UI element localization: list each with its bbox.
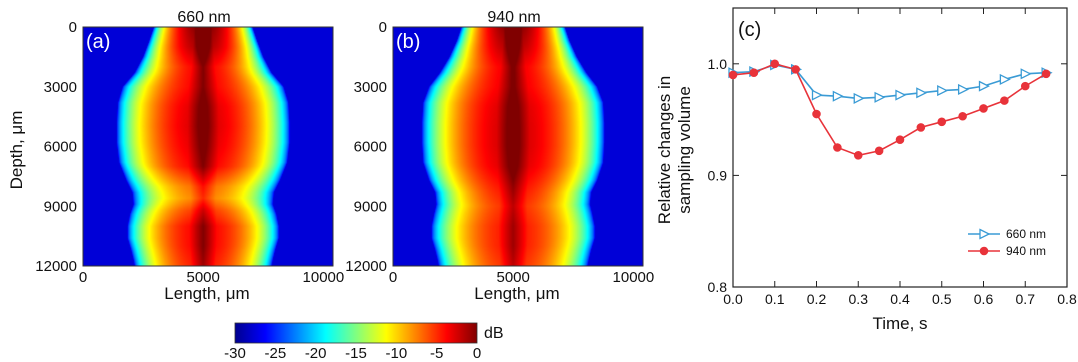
data-point [811,89,823,101]
data-point [874,91,886,103]
heatmap-a-canvas [83,27,333,266]
data-point [1020,68,1032,80]
colorbar-bar [234,322,478,344]
panel-b: 940 nm (b) 0 5000 10000030006000900012000 … [345,9,654,303]
colorbar-tick-label: -10 [385,345,407,362]
data-point [895,89,907,101]
x-tick-label: 0.3 [849,291,869,307]
y-tick-label: 9000 [44,198,77,215]
panel-b-xlabel: Length, μm [474,284,559,303]
panel-a: 660 nm (a) 0 5000 10000030006000900012000 … [7,9,344,303]
x-tick-label: 0.6 [974,291,994,307]
data-point [791,65,800,74]
y-tick-label: 12000 [35,258,77,275]
data-point [749,68,759,78]
panel-c-xlabel: Time, s [872,314,927,333]
panel-c-label: (c) [738,19,761,41]
data-point [958,111,967,121]
x-tick-label: 0.2 [807,291,827,307]
y-tick-label: 0.9 [708,167,728,183]
y-tick-label: 1.0 [708,56,728,72]
panel-a-title: 660 nm [177,9,230,26]
panel-a-xlabel: Length, μm [164,284,249,303]
x-tick-label: 0.4 [890,291,910,307]
panel-a-ylabel: Depth, μm [7,111,26,190]
legend-label: 940 nm [1006,244,1046,258]
x-tick-label: 10000 [303,269,345,286]
data-point [1041,69,1051,79]
colorbar-tick-label: 0 [473,345,481,362]
colorbar-tick-label: -15 [345,345,367,362]
colorbar: -30 -25 -20 -15 -10 -5 0 dB [224,322,504,362]
data-point [833,143,842,152]
x-tick-label: 5000 [187,269,220,286]
x-tick-label: 10000 [613,269,655,286]
heatmap-b-canvas [393,27,643,266]
data-point [916,123,926,132]
x-tick-label: 0.0 [723,291,743,307]
data-point [979,104,988,113]
panel-b-title: 940 nm [487,9,540,26]
panel-c-ylabel-line2: sampling volume [675,86,694,214]
x-tick-label: 0.8 [1057,291,1077,307]
y-tick-label: 0.8 [708,279,728,295]
data-point [957,83,970,96]
y-tick-label: 12000 [345,258,387,275]
data-point [853,151,863,160]
data-point [999,73,1011,85]
data-point [1020,81,1030,91]
data-point [853,92,865,104]
data-point [832,90,844,102]
heatmap-a-frame [82,26,334,267]
heatmap-b-ticks: 0 5000 10000 0 3000 6000 9000 12000 [345,19,654,286]
x-tick-label: 5000 [497,269,530,286]
x-tick-label: 0.5 [932,291,952,307]
data-point [1000,96,1009,105]
x-tick-label: 0.1 [765,291,785,307]
data-point [812,109,821,119]
colorbar-tick-label: -25 [264,345,286,362]
data-point [937,117,947,127]
y-tick-label: 0 [69,19,77,36]
plot-c-legend: 660 nm 940 nm [968,227,1046,258]
colorbar-tick-label: -30 [224,345,246,362]
y-tick-label: 3000 [44,79,77,96]
heatmap-a-ticks: 0 5000 10000 0 3000 6000 9000 12000 [35,19,344,286]
heatmap-b-image [393,27,643,266]
data-point [916,87,928,99]
legend-label: 660 nm [1006,227,1046,241]
data-point [874,146,884,156]
y-tick-label: 6000 [354,139,387,156]
legend-marker [979,246,989,256]
plot-c-axes: 0.0 0.1 0.2 0.3 0.4 0.5 0.6 0.7 0.8 0.8 0.9 1.0 [708,8,1077,307]
plot-c-series [728,59,1053,160]
data-point [978,80,990,92]
colorbar-tick-label: -20 [305,345,327,362]
plot-c-frame [732,7,1068,288]
y-tick-label: 0 [379,19,387,36]
x-tick-label: 0 [79,269,87,286]
y-tick-label: 6000 [44,139,77,156]
x-tick-label: 0 [389,269,397,286]
colorbar-tick-label: -5 [430,345,443,362]
heatmap-b-frame [392,26,644,267]
heatmap-a-image [83,27,333,266]
panel-b-label: (b) [396,31,420,53]
panel-c-ylabel-line1: Relative changes in [655,76,674,224]
colorbar-unit: dB [484,325,504,342]
panel-a-label: (a) [86,31,110,53]
y-tick-label: 3000 [354,79,387,96]
data-point [895,135,905,144]
y-tick-label: 9000 [354,198,387,215]
series-line-940-nm [732,62,1047,157]
legend-marker [979,228,991,240]
data-point [728,70,738,80]
x-tick-label: 0.7 [1016,291,1036,307]
panel-c: (c) 0.0 0.1 0.2 0.3 0.4 0.5 0.6 0.7 0.8 0.8 0.9 1.0… [655,7,1077,333]
data-point [937,85,949,97]
colorbar-ticks: -30 -25 -20 -15 -10 -5 0 [224,345,481,362]
data-point [770,59,780,69]
